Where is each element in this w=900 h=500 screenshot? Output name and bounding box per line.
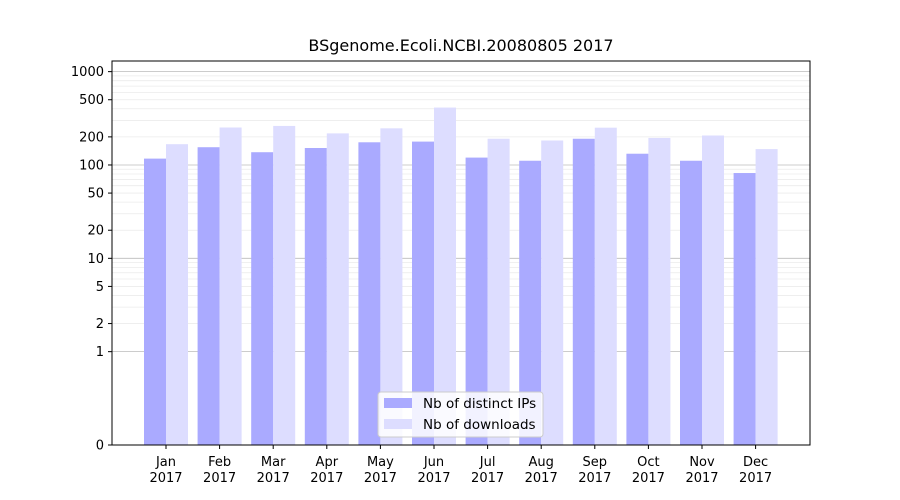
x-tick-label-line: 2017 [310,471,343,486]
chart-title: BSgenome.Ecoli.NCBI.20080805 2017 [308,36,613,55]
bar-downloads [380,128,403,445]
bar-distinct-ips [680,160,702,445]
y-tick-label: 50 [87,187,104,202]
bar-downloads [755,149,778,445]
x-tick-label-line: Nov [689,455,715,470]
bar-distinct-ips [251,152,274,445]
bar-downloads [487,138,510,445]
bar-distinct-ips [197,147,220,445]
legend: Nb of distinct IPs Nb of downloads [377,391,544,438]
x-tick-label-line: 2017 [149,471,182,486]
y-tick-label: 1000 [71,65,104,80]
x-tick-label-line: 2017 [525,471,558,486]
bar-distinct-ips [733,173,756,445]
bar-downloads [273,125,296,445]
x-tick-label: Sep 2017 [578,455,611,486]
bar-distinct-ips [519,160,542,445]
legend-swatch-downloads [384,419,412,429]
x-tick-label-line: Mar [261,455,286,470]
legend-box [377,391,544,438]
x-tick-label-line: Jan [155,455,176,470]
x-tick-label-line: 2017 [257,471,290,486]
bar-downloads [648,137,671,445]
bar-distinct-ips [358,142,381,445]
bar-downloads [594,127,617,445]
bar-distinct-ips [304,148,327,445]
x-tick-label: Feb 2017 [203,455,236,486]
x-tick-label: Mar 2017 [257,455,290,486]
bar-downloads [326,133,349,445]
x-tick-label: Apr 2017 [310,455,343,486]
x-tick-label-line: 2017 [632,471,665,486]
x-tick-label-line: 2017 [739,471,772,486]
y-tick-label: 1 [96,345,104,360]
x-tick-label: Jan 2017 [149,455,182,486]
plot-frame [111,60,811,446]
x-tick-label-line: Jul [479,455,496,470]
bar-downloads [219,127,242,446]
bar-downloads [702,135,724,445]
legend-label-distinct-ips: Nb of distinct IPs [423,396,536,412]
y-tick-label: 100 [79,158,104,173]
x-tick-label-line: Sep [583,455,608,470]
y-tick-label: 20 [87,224,104,239]
y-tick-label: 5 [96,280,104,295]
x-tick-label-line: 2017 [417,471,450,486]
y-tick-label: 0 [96,439,104,454]
y-tick-label: 2 [96,317,104,332]
y-tick-label: 10 [87,252,104,267]
x-tick-label: Aug 2017 [525,455,558,486]
x-tick-label: Nov 2017 [685,455,718,486]
bar-downloads [166,144,188,445]
x-tick-label-line: 2017 [685,471,718,486]
x-tick-label-line: Jun [423,455,444,470]
y-tick-label: 500 [79,93,104,108]
x-tick-label-line: Feb [208,455,231,470]
y-tick-label: 200 [79,130,104,145]
bar-downloads [541,140,564,445]
x-tick-label: Dec 2017 [739,455,772,486]
bar-distinct-ips [572,138,595,445]
x-tick-label: Oct 2017 [632,455,665,486]
bar-distinct-ips [465,157,488,446]
x-tick-label-line: 2017 [471,471,504,486]
bar-distinct-ips [412,141,434,445]
bar-distinct-ips [626,153,649,445]
bars [144,107,778,446]
x-tick-label-line: May [367,455,394,470]
x-tick-label-line: 2017 [578,471,611,486]
bar-downloads [434,107,456,445]
x-tick-label-line: Apr [316,455,339,470]
bar-distinct-ips [144,158,166,445]
x-tick-label-line: Dec [743,455,768,470]
x-tick-label-line: Oct [637,455,659,470]
legend-swatch-distinct-ips [384,398,412,408]
legend-label-downloads: Nb of downloads [423,417,536,433]
x-tick-label-line: Aug [529,455,554,470]
x-tick-label: Jun 2017 [417,455,450,486]
x-tick-label: Jul 2017 [471,455,504,486]
x-tick-label: May 2017 [364,455,397,486]
x-tick-label-line: 2017 [364,471,397,486]
x-tick-label-line: 2017 [203,471,236,486]
